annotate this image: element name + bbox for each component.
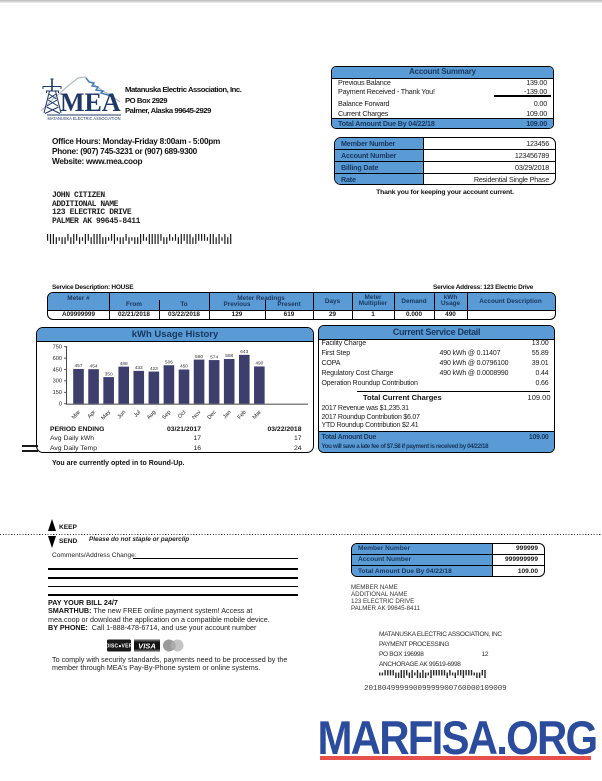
svg-text:Nov: Nov bbox=[191, 409, 202, 421]
svg-text:300: 300 bbox=[53, 379, 62, 385]
svg-text:750: 750 bbox=[53, 345, 62, 351]
svg-text:432: 432 bbox=[135, 365, 143, 371]
svg-text:150: 150 bbox=[53, 390, 62, 396]
svg-text:Aug: Aug bbox=[146, 410, 157, 421]
svg-text:Jan: Jan bbox=[222, 410, 233, 421]
svg-text:350: 350 bbox=[105, 371, 113, 377]
svg-text:Dec: Dec bbox=[206, 409, 217, 421]
svg-text:May: May bbox=[101, 409, 113, 421]
svg-text:Jun: Jun bbox=[117, 410, 128, 421]
svg-text:MEA: MEA bbox=[60, 88, 121, 117]
svg-text:VISA: VISA bbox=[138, 642, 156, 651]
svg-text:DISC●VER: DISC●VER bbox=[107, 644, 133, 650]
svg-text:Mar: Mar bbox=[252, 409, 263, 420]
svg-text:457: 457 bbox=[74, 363, 82, 369]
svg-text:Sep: Sep bbox=[161, 410, 172, 421]
svg-text:Apr: Apr bbox=[87, 409, 97, 420]
svg-text:Oct: Oct bbox=[177, 409, 188, 420]
svg-text:506: 506 bbox=[165, 359, 173, 365]
svg-text:450: 450 bbox=[53, 367, 62, 373]
svg-text:450: 450 bbox=[180, 364, 188, 370]
svg-text:600: 600 bbox=[53, 356, 62, 362]
svg-text:Feb: Feb bbox=[237, 410, 248, 421]
svg-text:643: 643 bbox=[240, 349, 248, 355]
svg-text:Mar: Mar bbox=[71, 409, 82, 420]
svg-text:423: 423 bbox=[150, 366, 158, 372]
svg-text:574: 574 bbox=[210, 354, 218, 360]
svg-text:Jul: Jul bbox=[133, 410, 142, 419]
svg-text:MATANUSKA ELECTRIC ASSOCIATION: MATANUSKA ELECTRIC ASSOCIATION bbox=[48, 116, 121, 121]
svg-text:454: 454 bbox=[90, 363, 98, 369]
svg-text:490: 490 bbox=[255, 361, 263, 367]
svg-text:580: 580 bbox=[195, 354, 203, 360]
svg-text:0: 0 bbox=[59, 402, 62, 408]
svg-text:488: 488 bbox=[120, 361, 128, 367]
svg-text:588: 588 bbox=[225, 353, 233, 359]
